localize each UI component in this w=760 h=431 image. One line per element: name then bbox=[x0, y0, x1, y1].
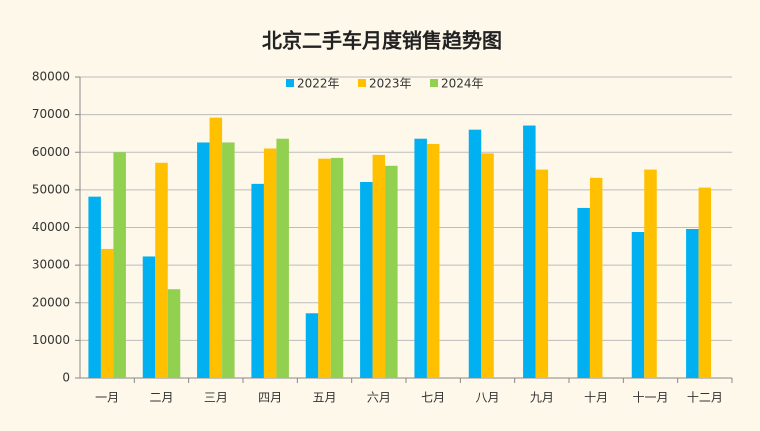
bar bbox=[481, 153, 494, 378]
y-tick-label: 30000 bbox=[32, 258, 70, 272]
bar bbox=[276, 138, 289, 378]
legend-label: 2023年 bbox=[369, 77, 412, 91]
legend-swatch bbox=[358, 79, 366, 87]
x-tick-label: 十二月 bbox=[687, 391, 723, 405]
bar bbox=[385, 165, 398, 378]
x-tick-label: 九月 bbox=[530, 391, 554, 405]
bar bbox=[305, 313, 319, 378]
bar bbox=[360, 181, 373, 378]
bar bbox=[698, 187, 712, 378]
y-tick-label: 0 bbox=[62, 371, 70, 385]
chart-title: 北京二手车月度销售趋势图 bbox=[262, 29, 502, 53]
y-tick-label: 50000 bbox=[32, 182, 70, 196]
y-tick-label: 80000 bbox=[32, 70, 70, 84]
x-tick-label: 十月 bbox=[584, 391, 608, 405]
bar bbox=[577, 207, 590, 378]
bar bbox=[167, 289, 181, 378]
x-tick-label: 五月 bbox=[312, 391, 336, 405]
bar bbox=[155, 162, 168, 378]
legend-label: 2024年 bbox=[441, 77, 484, 91]
bar bbox=[222, 142, 235, 378]
bar bbox=[113, 152, 126, 378]
bar bbox=[263, 148, 277, 378]
bar bbox=[523, 125, 536, 378]
bar bbox=[414, 138, 427, 378]
bar bbox=[535, 169, 549, 378]
legend-label: 2022年 bbox=[297, 77, 340, 91]
bar bbox=[468, 129, 482, 378]
bar bbox=[631, 232, 645, 378]
bar bbox=[197, 142, 210, 378]
bar bbox=[318, 158, 331, 378]
legend-swatch bbox=[430, 79, 438, 87]
bar bbox=[251, 183, 264, 378]
bar bbox=[88, 196, 101, 378]
x-tick-label: 四月 bbox=[258, 391, 282, 405]
bar bbox=[100, 248, 114, 378]
x-tick-label: 七月 bbox=[421, 391, 445, 405]
y-tick-label: 60000 bbox=[32, 145, 70, 159]
bar bbox=[372, 154, 386, 378]
legend-swatch bbox=[286, 79, 294, 87]
x-tick-label: 三月 bbox=[204, 391, 228, 405]
bar bbox=[330, 157, 344, 378]
x-tick-label: 一月 bbox=[95, 391, 119, 405]
bar bbox=[644, 169, 657, 378]
y-tick-label: 40000 bbox=[32, 220, 70, 234]
y-tick-label: 20000 bbox=[32, 295, 70, 309]
bar bbox=[426, 143, 440, 378]
y-tick-label: 70000 bbox=[32, 107, 70, 121]
bar bbox=[686, 229, 699, 378]
y-tick-label: 10000 bbox=[32, 333, 70, 347]
x-tick-label: 六月 bbox=[367, 391, 391, 405]
bar bbox=[589, 177, 603, 378]
bar bbox=[209, 117, 223, 378]
x-tick-label: 二月 bbox=[149, 391, 173, 405]
x-tick-label: 八月 bbox=[475, 391, 499, 405]
x-tick-label: 十一月 bbox=[632, 391, 668, 405]
bar bbox=[142, 256, 156, 378]
